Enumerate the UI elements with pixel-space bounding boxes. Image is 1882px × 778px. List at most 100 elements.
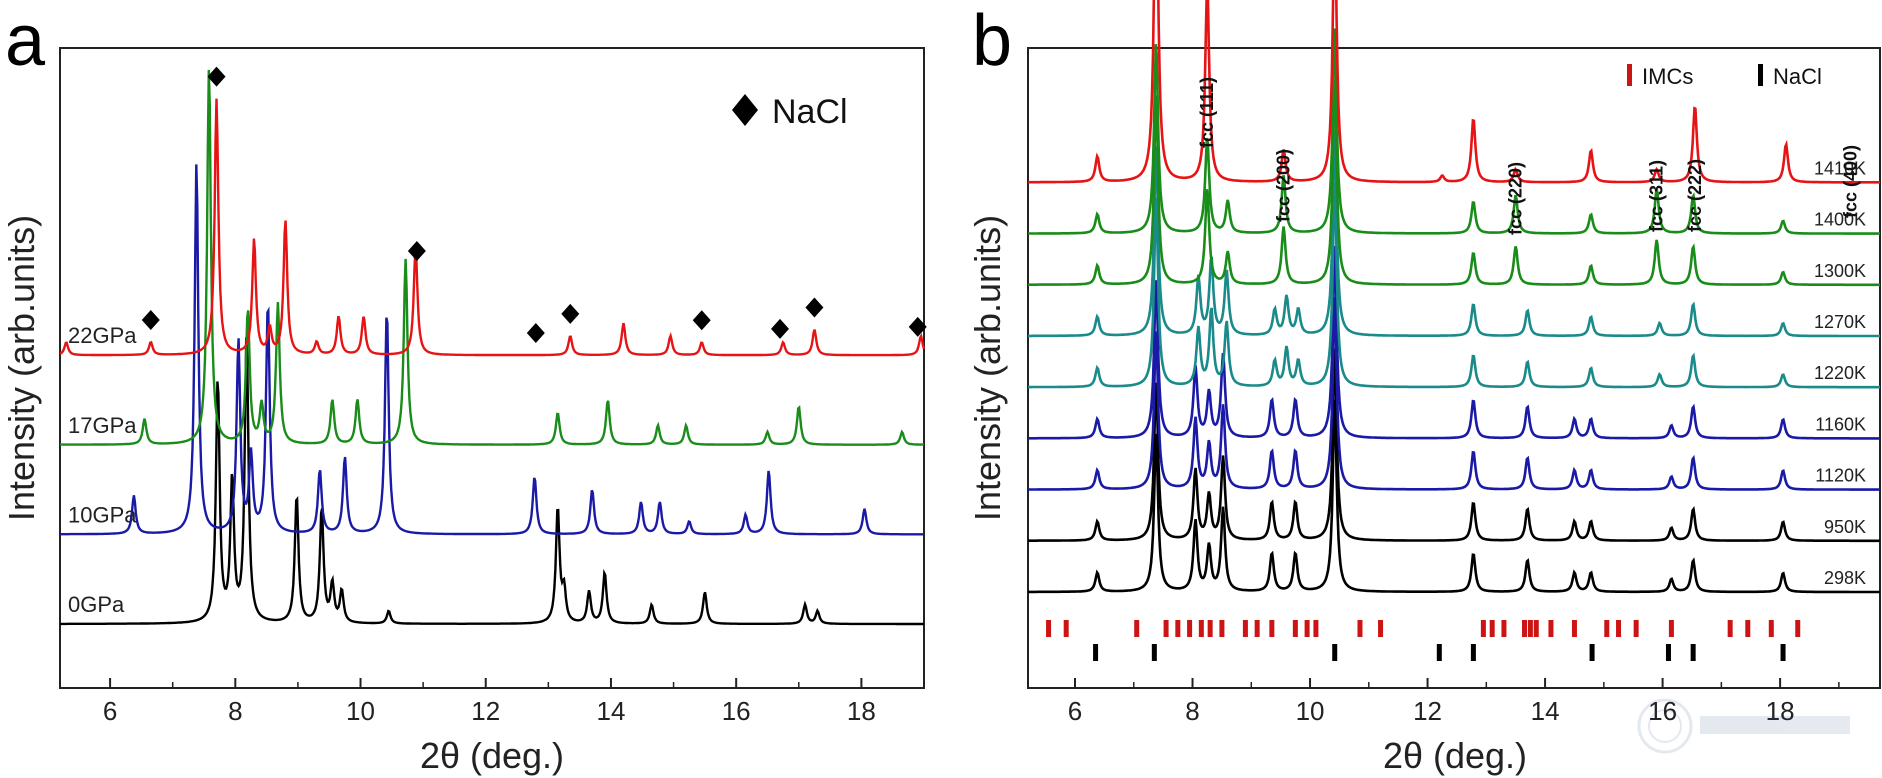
panel-a-xlabel: 2θ (deg.) (420, 735, 564, 776)
panel-b-frame (1027, 47, 1881, 689)
nacl-reference-tick (1151, 644, 1157, 661)
nacl-marker (407, 240, 426, 261)
fcc-annotation: fcc (400) (1841, 145, 1861, 218)
panel-b-fcc-annotations: fcc (111) fcc (200) fcc (220) fcc (311) fcc … (1197, 77, 1860, 235)
nacl-diamond-icon (732, 94, 758, 126)
imc-reference-tick (1489, 620, 1495, 637)
panel-a-frame (59, 47, 925, 689)
series-line-1300K (1028, 79, 1880, 287)
imc-reference-tick (1046, 620, 1052, 637)
nacl-marker (207, 66, 226, 87)
nacl-marker (692, 310, 711, 331)
x-tick-label: 12 (471, 696, 500, 726)
nacl-reference-tick (1665, 644, 1671, 661)
series-line-10GPa (60, 164, 924, 536)
panel-b-reference-ticks (1046, 620, 1801, 661)
series-line-1400K (1028, 28, 1880, 235)
panel-a-label: a (5, 1, 46, 81)
x-tick-label: 16 (722, 696, 751, 726)
imc-reference-tick (1480, 620, 1486, 637)
panel-b: b 6 8 10 12 14 16 18 298K 950K 1120K 1160K 1220K 12… (967, 0, 1881, 776)
imcs-tick-icon (1627, 64, 1632, 86)
series-line-1270K (1028, 130, 1880, 338)
series-label-1270K: 1270K (1814, 312, 1866, 332)
nacl-marker (908, 316, 927, 337)
series-line-298K (1028, 399, 1880, 594)
panel-b-series: 298K 950K 1120K 1160K 1220K 1270K 1300K 1400K 14… (1028, 0, 1880, 594)
panel-b-label: b (972, 1, 1012, 81)
imc-reference-tick (1357, 620, 1363, 637)
imc-reference-tick (1198, 620, 1204, 637)
fcc-annotation: fcc (222) (1685, 159, 1705, 232)
x-tick-label: 14 (596, 696, 625, 726)
series-label-10GPa: 10GPa (68, 502, 137, 527)
panel-b-legend-nacl: NaCl (1773, 64, 1822, 89)
series-line-0GPa (60, 337, 924, 626)
series-line-1120K (1028, 297, 1880, 491)
imc-reference-tick (1616, 620, 1622, 637)
imc-reference-tick (1668, 620, 1674, 637)
series-line-950K (1028, 348, 1880, 543)
panel-b-ylabel: Intensity (arb.units) (967, 215, 1008, 521)
nacl-marker (805, 297, 824, 318)
imc-reference-tick (1242, 620, 1248, 637)
imc-reference-tick (1571, 620, 1577, 637)
imc-reference-tick (1269, 620, 1275, 637)
series-label-22GPa: 22GPa (68, 323, 137, 348)
panel-a-ylabel: Intensity (arb.units) (1, 215, 42, 521)
nacl-reference-tick (1470, 644, 1476, 661)
imc-reference-tick (1548, 620, 1554, 637)
fcc-annotation: fcc (111) (1197, 77, 1217, 148)
imc-reference-tick (1254, 620, 1260, 637)
imc-reference-tick (1768, 620, 1774, 637)
series-line-1160K (1028, 246, 1880, 440)
imc-reference-tick (1187, 620, 1193, 637)
fcc-annotation: fcc (200) (1274, 149, 1294, 222)
series-label-0GPa: 0GPa (68, 592, 125, 617)
series-label-298K: 298K (1824, 568, 1866, 588)
imc-reference-tick (1313, 620, 1319, 637)
imc-reference-tick (1604, 620, 1610, 637)
series-label-17GPa: 17GPa (68, 413, 137, 438)
x-tick-label: 6 (1068, 696, 1082, 726)
imc-reference-tick (1533, 620, 1539, 637)
x-tick-label: 8 (228, 696, 242, 726)
nacl-reference-tick (1589, 644, 1595, 661)
x-tick-label: 8 (1185, 696, 1199, 726)
nacl-reference-tick (1780, 644, 1786, 661)
imc-reference-tick (1175, 620, 1181, 637)
series-label-1160K: 1160K (1815, 414, 1866, 434)
nacl-marker (771, 318, 789, 339)
x-tick-label: 12 (1413, 696, 1442, 726)
nacl-marker (561, 303, 580, 324)
imc-reference-tick (1727, 620, 1733, 637)
fcc-annotation: fcc (311) (1647, 160, 1667, 232)
x-tick-label: 14 (1531, 696, 1560, 726)
series-label-950K: 950K (1824, 517, 1866, 537)
x-tick-label: 18 (1766, 696, 1795, 726)
x-tick-label: 18 (847, 696, 876, 726)
panel-b-legend-imcs: IMCs (1642, 64, 1693, 89)
panel-a-x-ticks: 6 8 10 12 14 16 18 (103, 678, 876, 726)
panel-b-xlabel: 2θ (deg.) (1383, 735, 1527, 776)
imc-reference-tick (1134, 620, 1140, 637)
x-tick-label: 6 (103, 696, 117, 726)
nacl-reference-tick (1332, 644, 1338, 661)
imc-reference-tick (1795, 620, 1801, 637)
panel-a-nacl-markers (141, 66, 927, 344)
nacl-marker (526, 323, 545, 344)
nacl-tick-icon (1758, 64, 1763, 86)
imc-reference-tick (1219, 620, 1225, 637)
imc-reference-tick (1522, 620, 1528, 637)
imc-reference-tick (1745, 620, 1751, 637)
x-tick-label: 16 (1648, 696, 1677, 726)
panel-b-legend: IMCs NaCl (1627, 64, 1822, 89)
series-label-1220K: 1220K (1814, 363, 1866, 383)
imc-reference-tick (1527, 620, 1533, 637)
nacl-reference-tick (1690, 644, 1696, 661)
imc-reference-tick (1063, 620, 1069, 637)
imc-reference-tick (1304, 620, 1310, 637)
imc-reference-tick (1378, 620, 1384, 637)
